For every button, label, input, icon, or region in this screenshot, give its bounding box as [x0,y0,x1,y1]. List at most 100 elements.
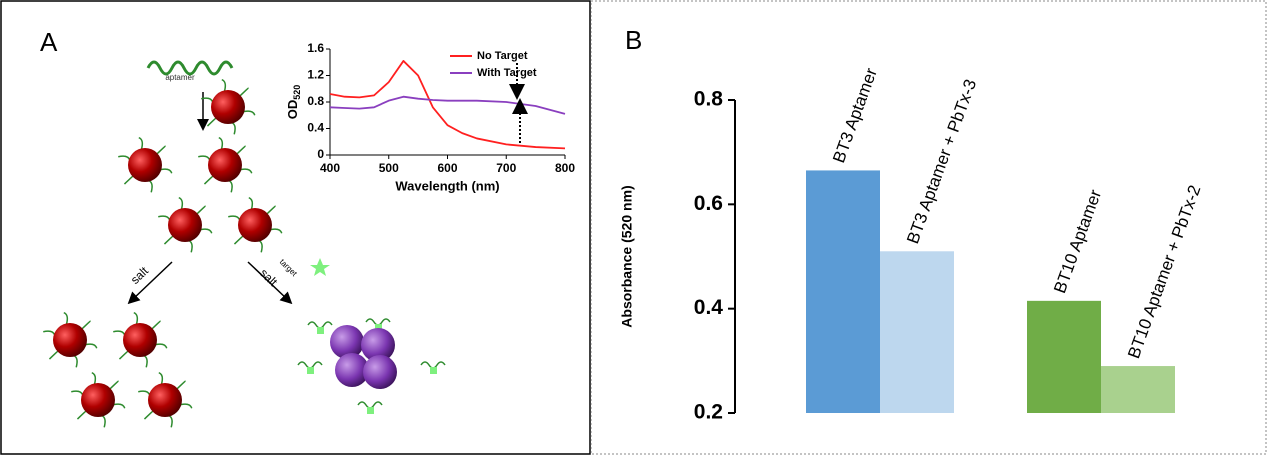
aptamer-strand [163,235,174,245]
aptamer-strand [258,239,263,253]
line-series [329,60,566,150]
category-label: BT3 Aptamer + PbTx-3 [903,77,980,246]
aptamer-strand [146,60,234,76]
aptamer-strand [239,87,249,97]
aptamer-strand [176,380,186,390]
aptamer-strand [188,239,193,253]
panel-b-frame [590,0,1267,455]
bar [806,170,880,413]
category-label: BT10 Aptamer + PbTx-2 [1124,183,1204,361]
panel-label: B [625,25,642,55]
aptamer-strand [109,380,119,390]
aptamer-strand [203,175,214,185]
aptamer-strand [133,311,139,325]
category-label: BT10 Aptamer [1050,187,1105,296]
aptamer-strand [71,390,84,396]
x-tick-label: 400 [320,161,340,175]
aptamer-strand [156,145,166,155]
aptamer-label: aptamer [165,73,195,82]
gold-particle [128,148,162,182]
aptamer-strand [228,215,241,221]
arrow [247,261,293,305]
y-tick-label: 0.6 [694,192,723,215]
y-tick-label: 0.8 [694,88,724,111]
x-tick-label: 600 [437,161,457,175]
aptamer-strand [123,175,134,185]
y-axis-label-main: OD [285,100,300,120]
aggregate-particle [335,353,369,387]
aptamer-strand [148,179,153,193]
y-axis-label-sub: 520 [292,85,302,100]
aptamer-strand [160,168,173,174]
aptamer-strand [73,354,78,368]
target-marker [375,324,382,331]
aptamer-strand [270,228,283,234]
aptamer-strand [228,179,233,193]
y-tick-label: 1.2 [307,68,324,82]
aptamer-strand [266,205,276,215]
panel-a-frame [0,0,591,455]
y-tick-label: 0 [317,147,324,161]
x-tick-label: 700 [496,161,516,175]
y-tick-label: 0.4 [694,296,724,319]
aptamer-strand [236,145,246,155]
aggregate-particle [330,325,364,359]
gold-particle [123,323,157,357]
x-axis-label: Wavelength (nm) [395,178,499,193]
target-marker [307,367,314,374]
aptamer-strand [243,110,256,116]
target-marker [317,327,324,334]
aptamer-strand [63,311,69,325]
bar-chart: 0.2 0.4 0.6 0.8 Absorbance (520 nm) BT3 Aptam… [619,65,1205,423]
gold-particle [168,208,202,242]
aptamer-strand [240,168,253,174]
target-label: target [278,257,300,278]
y-axis-label: Absorbance (520 nm) [619,185,635,327]
gold-particle [211,90,245,124]
aggregate-particle [361,328,395,362]
aptamer-strand [76,410,87,420]
aptamer-strand [81,320,91,330]
y-tick-label: 0.2 [694,401,723,424]
aptamer-strand [43,330,56,336]
x-tick-label: 500 [379,161,399,175]
target-marker [367,407,374,414]
salt-label: salt [128,263,152,287]
aggregate-particle [363,355,397,389]
aptamer-strand [206,117,217,127]
panel-label: A [40,27,58,57]
aptamer-strand [151,320,161,330]
salt-label: salt [257,266,281,290]
aptamer-strand [158,215,171,221]
aptamer-strand [113,403,126,409]
aptamer-strand [101,414,106,428]
arrow [127,261,173,305]
bar [880,251,954,413]
aptamer-strand [200,228,213,234]
aptamer-strand [85,343,98,349]
legend-label: With Target [477,67,537,79]
gold-particle [81,383,115,417]
aptamer-strand [48,350,59,360]
gold-particle [53,323,87,357]
aptamer-strand [118,155,131,161]
category-label: BT3 Aptamer [829,65,881,165]
aptamer-strand [143,410,154,420]
aptamer-strand [178,196,184,210]
aptamer-strand [138,136,144,150]
aptamer-strand [143,354,148,368]
gold-particle [148,383,182,417]
x-tick-label: 800 [555,161,575,175]
y-tick-label: 1.6 [307,41,324,55]
aptamer-strand [180,403,193,409]
y-tick-label: 0.8 [307,94,324,108]
aptamer-strand [158,371,164,385]
legend-label: No Target [477,50,528,62]
aptamer-strand [168,414,173,428]
bar [1027,300,1101,413]
aptamer-strand [231,121,236,135]
line-series [329,95,566,115]
nanoparticles [43,78,446,428]
aptamer-strand [218,136,224,150]
